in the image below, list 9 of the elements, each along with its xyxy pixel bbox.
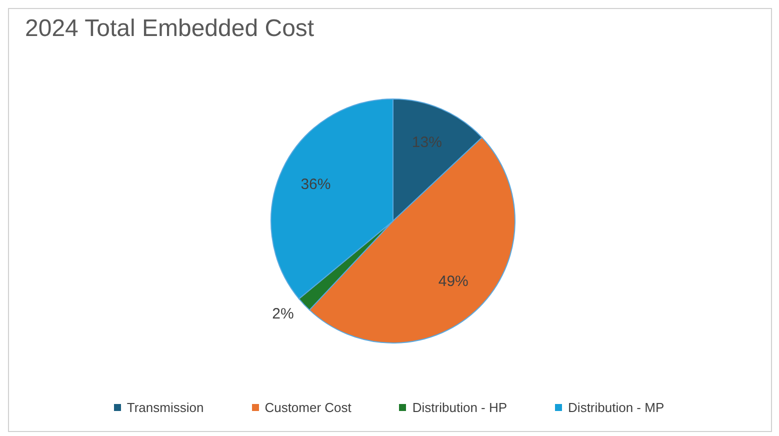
data-label: 2% <box>272 306 294 323</box>
legend-label: Distribution - HP <box>411 400 508 415</box>
legend-label: Transmission <box>126 400 204 415</box>
chart-title: 2024 Total Embedded Cost <box>25 15 314 43</box>
data-label: 49% <box>438 272 468 290</box>
legend-label: Customer Cost <box>264 400 352 415</box>
data-label: 13% <box>412 134 442 152</box>
data-label: 36% <box>300 176 331 194</box>
legend-label: Distribution - MP <box>567 400 664 415</box>
